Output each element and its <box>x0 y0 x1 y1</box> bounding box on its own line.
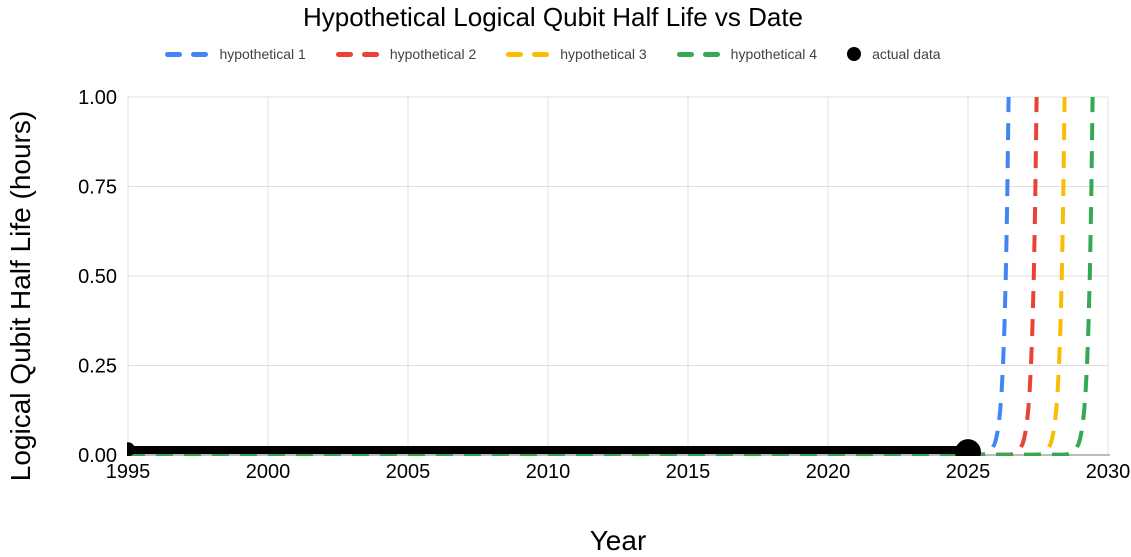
legend-dash-icon <box>165 51 209 57</box>
x-tick-label: 2010 <box>526 461 571 483</box>
legend-item-hypothetical-4: hypothetical 4 <box>676 46 818 62</box>
legend-circle-icon <box>847 47 862 61</box>
series-hypothetical-4 <box>128 96 1095 456</box>
chart-legend: hypothetical 1 hypothetical 2 hypothetical… <box>0 46 1106 62</box>
legend-label: hypothetical 4 <box>730 46 818 62</box>
legend-item-actual-data: actual data <box>847 46 941 62</box>
x-axis-title: Year <box>589 525 647 556</box>
x-tick-label: 2020 <box>806 461 851 483</box>
legend-label: hypothetical 1 <box>219 46 306 62</box>
series-actual-data-point <box>955 439 981 456</box>
legend-item-hypothetical-2: hypothetical 2 <box>335 46 477 62</box>
y-tick-label: 1.00 <box>78 87 117 109</box>
y-tick-label: 0.50 <box>78 266 117 288</box>
y-axis-title: Logical Qubit Half Life (hours) <box>5 110 36 482</box>
legend-dash-icon <box>506 51 550 57</box>
x-tick-label: 1995 <box>106 461 151 483</box>
legend-label: actual data <box>872 46 941 62</box>
y-tick-label: 0.75 <box>78 177 117 199</box>
legend-label: hypothetical 2 <box>389 46 477 62</box>
legend-label: hypothetical 3 <box>560 46 647 62</box>
x-tick-label: 2015 <box>666 461 711 483</box>
dash-icon <box>676 51 694 57</box>
dash-icon <box>361 51 379 57</box>
legend-dash-icon <box>335 51 379 57</box>
x-tick-label: 2030 <box>1086 461 1131 483</box>
legend-dash-icon <box>676 51 720 57</box>
dash-icon <box>165 51 183 57</box>
legend-item-hypothetical-1: hypothetical 1 <box>165 46 306 62</box>
chart-title: Hypothetical Logical Qubit Half Life vs … <box>302 2 804 32</box>
y-tick-label: 0.25 <box>78 356 117 378</box>
dash-icon <box>532 51 550 57</box>
dash-icon <box>191 51 209 57</box>
legend-item-hypothetical-3: hypothetical 3 <box>506 46 647 62</box>
dash-icon <box>506 51 524 57</box>
dash-icon <box>702 51 720 57</box>
x-tick-label: 2025 <box>946 461 991 483</box>
circle-icon <box>847 47 862 61</box>
series-actual-data-point <box>127 442 135 456</box>
y-tick-label: 0.00 <box>78 445 117 467</box>
x-tick-label: 2005 <box>386 461 431 483</box>
x-tick-label: 2000 <box>246 461 291 483</box>
dash-icon <box>335 51 353 57</box>
